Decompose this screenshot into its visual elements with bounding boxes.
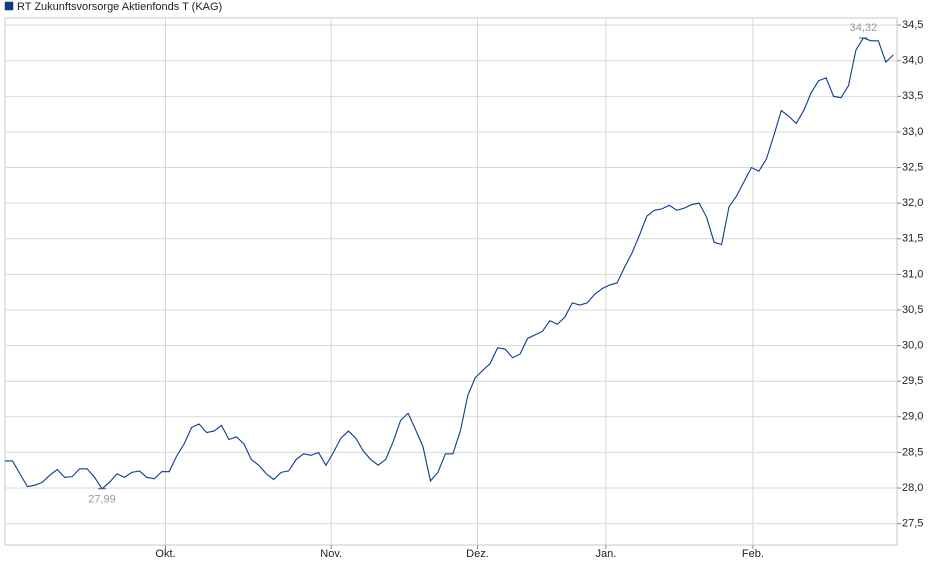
legend-swatch (4, 1, 14, 11)
annotation-label: 27,99 (88, 494, 116, 506)
y-tick-label: 32,0 (902, 197, 923, 209)
legend-label: RT Zukunftsvorsorge Aktienfonds T (KAG) (17, 1, 222, 13)
y-tick-label: 33,5 (902, 90, 923, 102)
y-tick-label: 29,5 (902, 375, 923, 387)
x-tick-label: Dez. (466, 548, 489, 560)
x-tick-label: Feb. (742, 548, 764, 560)
line (5, 37, 894, 490)
y-tick-label: 30,0 (902, 340, 923, 352)
y-tick-label: 27,5 (902, 518, 923, 530)
annotation-label: 34,32 (850, 22, 878, 34)
x-tick-label: Jan. (595, 548, 616, 560)
plot-frame (4, 17, 898, 546)
y-tick-label: 34,5 (902, 19, 923, 31)
y-tick-label: 28,0 (902, 482, 923, 494)
y-tick-label: 32,5 (902, 161, 923, 173)
x-tick-label: Okt. (155, 548, 175, 560)
y-tick-label: 33,0 (902, 126, 923, 138)
y-tick-label: 29,0 (902, 411, 923, 423)
y-tick-label: 30,5 (902, 304, 923, 316)
x-tick-label: Nov. (320, 548, 342, 560)
y-tick-label: 31,5 (902, 233, 923, 245)
y-tick-label: 31,0 (902, 268, 923, 280)
y-tick-label: 34,0 (902, 55, 923, 67)
y-tick-label: 28,5 (902, 446, 923, 458)
